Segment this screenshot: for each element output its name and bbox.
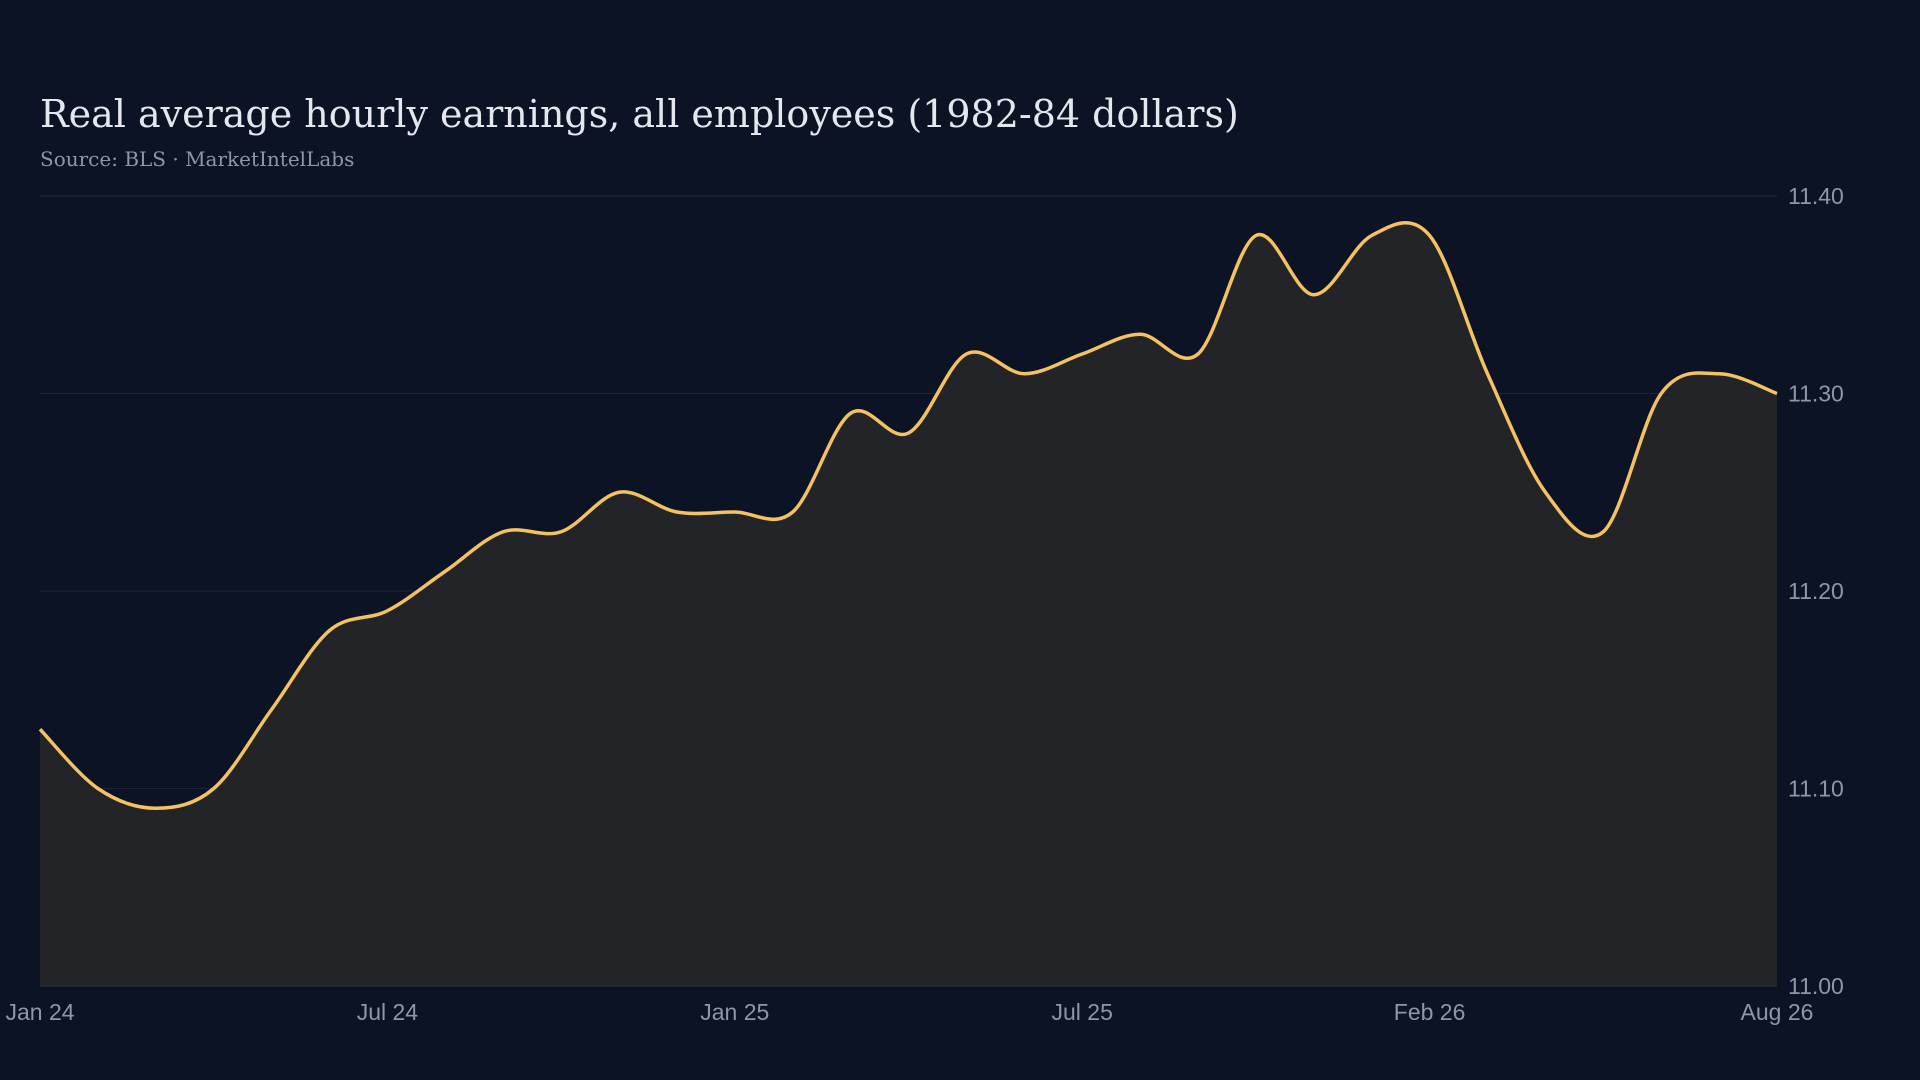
x-tick-label: Feb 26 xyxy=(1394,999,1466,1025)
chart-title: Real average hourly earnings, all employ… xyxy=(40,92,1239,136)
x-tick-label: Jan 25 xyxy=(700,999,769,1025)
y-tick-label: 11.40 xyxy=(1788,183,1844,209)
x-tick-label: Jul 24 xyxy=(357,999,419,1025)
x-tick-label: Jul 25 xyxy=(1052,999,1113,1025)
y-tick-label: 11.10 xyxy=(1788,776,1844,802)
y-tick-label: 11.20 xyxy=(1788,578,1844,604)
x-tick-label: Jan 24 xyxy=(5,999,74,1025)
y-tick-label: 11.30 xyxy=(1788,381,1844,407)
area-fill xyxy=(40,222,1777,986)
line xyxy=(38,221,1778,811)
chart-subtitle: Source: BLS · MarketIntelLabs xyxy=(40,147,354,171)
x-tick-label: Aug 26 xyxy=(1741,999,1814,1025)
y-tick-label: 11.00 xyxy=(1788,973,1844,999)
